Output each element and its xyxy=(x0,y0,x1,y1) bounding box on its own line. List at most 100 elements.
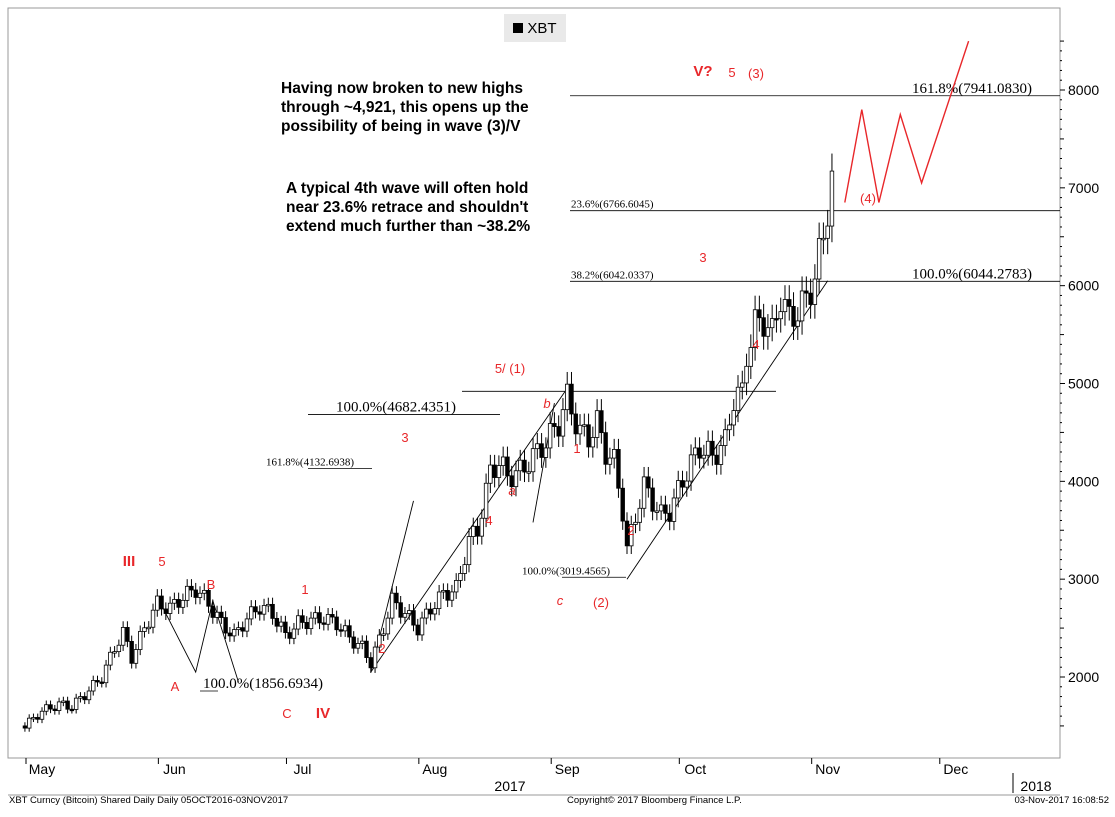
candle xyxy=(197,592,203,598)
candle xyxy=(86,690,92,701)
candle xyxy=(415,624,420,636)
candle xyxy=(180,599,186,608)
candle xyxy=(223,617,228,634)
candle xyxy=(202,589,207,594)
candle xyxy=(799,290,805,322)
x-month-label: Oct xyxy=(684,761,706,777)
candle xyxy=(368,657,373,669)
x-month-label: May xyxy=(29,761,55,777)
candle xyxy=(462,564,467,574)
candle xyxy=(816,238,822,280)
wave-label: IV xyxy=(316,705,330,722)
commentary-1-line-3: possibility of being in wave (3)/V xyxy=(281,118,521,135)
candle xyxy=(543,447,549,458)
candle xyxy=(782,299,788,313)
candle xyxy=(795,320,800,327)
candle xyxy=(270,603,275,619)
candle xyxy=(727,424,732,431)
candle xyxy=(539,443,544,458)
wave-label: 3 xyxy=(699,250,706,265)
commentary-2-line-2: near 23.6% retrace and shouldn't xyxy=(286,199,529,216)
candle xyxy=(752,309,758,348)
legend-swatch xyxy=(513,23,524,33)
candle xyxy=(138,631,143,650)
wave-label: 4 xyxy=(752,337,759,352)
commentary-1-line-1: Having now broken to new highs xyxy=(281,80,523,97)
candle xyxy=(483,482,489,519)
candle xyxy=(214,611,220,618)
candle xyxy=(445,590,450,601)
candle xyxy=(244,618,250,632)
legend: XBT xyxy=(504,14,566,42)
candle xyxy=(688,454,694,482)
fib-label: 161.8%(7941.0830) xyxy=(912,81,1032,97)
candle xyxy=(599,410,604,434)
candle xyxy=(142,627,147,632)
candle xyxy=(569,383,574,415)
candle xyxy=(663,504,668,514)
candle xyxy=(535,443,540,450)
candle xyxy=(428,608,433,615)
candle xyxy=(385,617,391,635)
candle xyxy=(283,621,288,633)
candle xyxy=(744,365,749,384)
candle xyxy=(377,634,382,648)
candle xyxy=(236,627,241,630)
candle xyxy=(778,311,783,320)
wave-label: 2 xyxy=(378,641,385,656)
candle xyxy=(52,708,58,711)
candle xyxy=(518,459,523,472)
plot-area xyxy=(7,7,1061,759)
candle xyxy=(291,628,297,639)
candle xyxy=(582,424,587,427)
candle xyxy=(748,347,754,367)
candle xyxy=(103,664,109,684)
candle xyxy=(351,636,356,649)
candle xyxy=(78,696,83,699)
candle xyxy=(167,602,173,614)
candle xyxy=(342,625,348,632)
candle xyxy=(723,429,728,446)
candle xyxy=(389,592,395,619)
wave-line xyxy=(532,403,555,523)
candle xyxy=(547,423,553,449)
candle xyxy=(325,614,331,625)
candle xyxy=(526,471,531,474)
wave-label: b xyxy=(543,396,550,411)
axis-layer: 2000 3000 4000 5000 6000 7000 8000 May Jun Jul Aug… xyxy=(8,40,1099,796)
wave-label: (4) xyxy=(860,191,876,206)
candle xyxy=(193,589,198,598)
candle xyxy=(710,440,715,456)
candle xyxy=(394,592,399,604)
candle xyxy=(479,517,485,537)
candle xyxy=(249,606,254,620)
y-tick-label: 5000 xyxy=(1068,376,1099,392)
candle xyxy=(705,440,711,456)
candle xyxy=(219,611,224,618)
candle xyxy=(155,595,160,611)
candle xyxy=(667,512,672,522)
candle xyxy=(671,497,677,522)
candle xyxy=(492,464,497,478)
candle xyxy=(637,507,642,523)
candle xyxy=(530,448,536,473)
candle xyxy=(334,616,339,631)
candle xyxy=(129,640,134,664)
candle xyxy=(44,704,49,712)
candle xyxy=(594,410,600,438)
candle xyxy=(146,626,151,630)
candle xyxy=(650,487,655,512)
candle xyxy=(735,386,741,411)
candle xyxy=(257,611,262,615)
candle xyxy=(347,625,352,638)
candle xyxy=(120,627,126,646)
candle xyxy=(172,599,177,604)
candle xyxy=(616,449,621,489)
wave-label: C xyxy=(282,706,291,721)
candle xyxy=(560,409,566,437)
candle xyxy=(61,700,66,703)
candle xyxy=(577,424,583,435)
candle xyxy=(95,680,100,683)
wave-label: 1 xyxy=(573,441,580,456)
candle xyxy=(253,606,258,613)
